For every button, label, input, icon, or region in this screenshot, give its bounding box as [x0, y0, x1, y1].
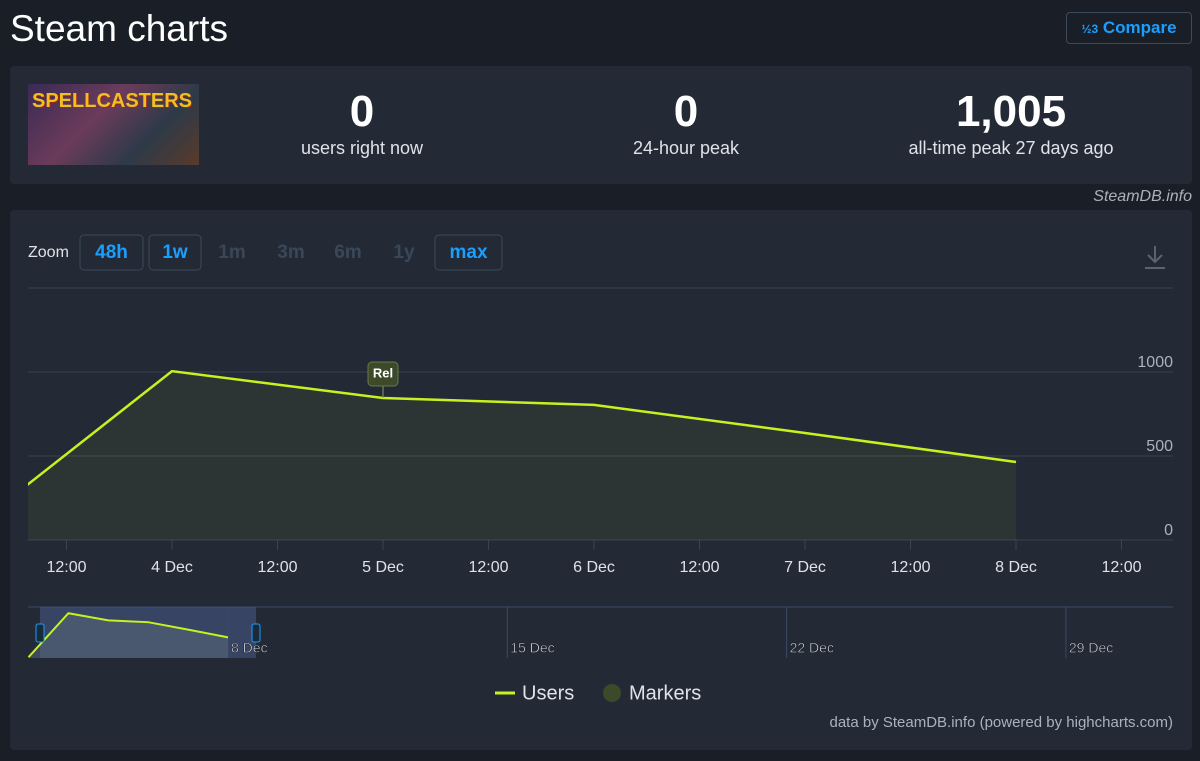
download-icon[interactable] — [1145, 246, 1165, 269]
credits: data by SteamDB.info (powered by highcha… — [830, 714, 1174, 731]
x-tick-label: 5 Dec — [362, 559, 404, 576]
zoom-button-label: 3m — [277, 242, 304, 263]
x-tick-label: 4 Dec — [151, 559, 193, 576]
x-tick-label: 6 Dec — [573, 559, 615, 576]
series-line — [28, 369, 1017, 486]
y-tick-label: 0 — [1164, 522, 1173, 539]
compare-button[interactable]: ½3 Compare — [1066, 12, 1192, 44]
navigator-label: 15 Dec — [510, 640, 554, 656]
compare-icon: ½3 — [1081, 22, 1099, 36]
stat: 0 users right now — [212, 86, 512, 159]
stat: 0 24-hour peak — [536, 86, 836, 159]
x-tick-label: 12:00 — [257, 559, 297, 576]
navigator-label: 8 Dec — [231, 640, 268, 656]
zoom-label: Zoom — [28, 244, 69, 261]
game-logo: SPELLCASTERS — [32, 90, 193, 112]
stat-value: 0 — [349, 87, 375, 136]
navigator-label: 29 Dec — [1069, 640, 1113, 656]
stat-label: all-time peak 27 days ago — [908, 138, 1114, 158]
zoom-button[interactable] — [148, 234, 202, 271]
y-tick-label: 500 — [1146, 438, 1173, 455]
source: SteamDB.info — [1093, 188, 1192, 205]
x-tick-label: 12:00 — [468, 559, 508, 576]
page-title: Steam charts — [10, 8, 228, 49]
navigator-line — [27, 612, 229, 658]
legend-symbol — [603, 684, 621, 702]
y-tick-label: 1000 — [1137, 354, 1173, 371]
navigator-label: 22 Dec — [790, 640, 834, 656]
zoom-button[interactable] — [434, 234, 503, 271]
navigator-area — [28, 613, 228, 658]
stat-label: users right now — [300, 138, 424, 158]
stats-panel: SPELLCASTERS 0 users right now 0 24-hour pe… — [10, 66, 1192, 184]
zoom-button-label: 1m — [218, 242, 245, 263]
x-tick-label: 12:00 — [890, 559, 930, 576]
zoom-button-label[interactable]: max — [449, 242, 487, 263]
navigator-handle[interactable] — [251, 623, 261, 643]
zoom-button-label[interactable]: 48h — [95, 242, 128, 263]
legend-label[interactable]: Markers — [629, 682, 701, 704]
compare-label: Compare — [1102, 18, 1177, 37]
zoom-button[interactable] — [79, 234, 144, 271]
zoom-button-label: 6m — [334, 242, 361, 263]
navigator-handle[interactable] — [35, 623, 45, 643]
stat-value: 0 — [673, 87, 699, 136]
chart-panel — [10, 210, 1192, 750]
x-tick-label: 12:00 — [46, 559, 86, 576]
flag — [367, 361, 399, 387]
x-tick-label: 12:00 — [1101, 559, 1141, 576]
stat-label: 24-hour peak — [632, 138, 740, 158]
zoom-button-label: 1y — [393, 242, 415, 263]
flag-label: Rel — [373, 365, 393, 380]
area — [28, 371, 1016, 540]
x-tick-label: 12:00 — [679, 559, 719, 576]
stat: 1,005 all-time peak 27 days ago — [861, 86, 1161, 159]
zoom-button-label[interactable]: 1w — [162, 242, 188, 263]
x-tick-label: 7 Dec — [784, 559, 826, 576]
legend-label[interactable]: Users — [522, 682, 574, 704]
x-tick-label: 8 Dec — [995, 559, 1037, 576]
game-image: SPELLCASTERS — [28, 84, 199, 165]
stat-value: 1,005 — [955, 87, 1067, 136]
plot — [28, 369, 1017, 540]
